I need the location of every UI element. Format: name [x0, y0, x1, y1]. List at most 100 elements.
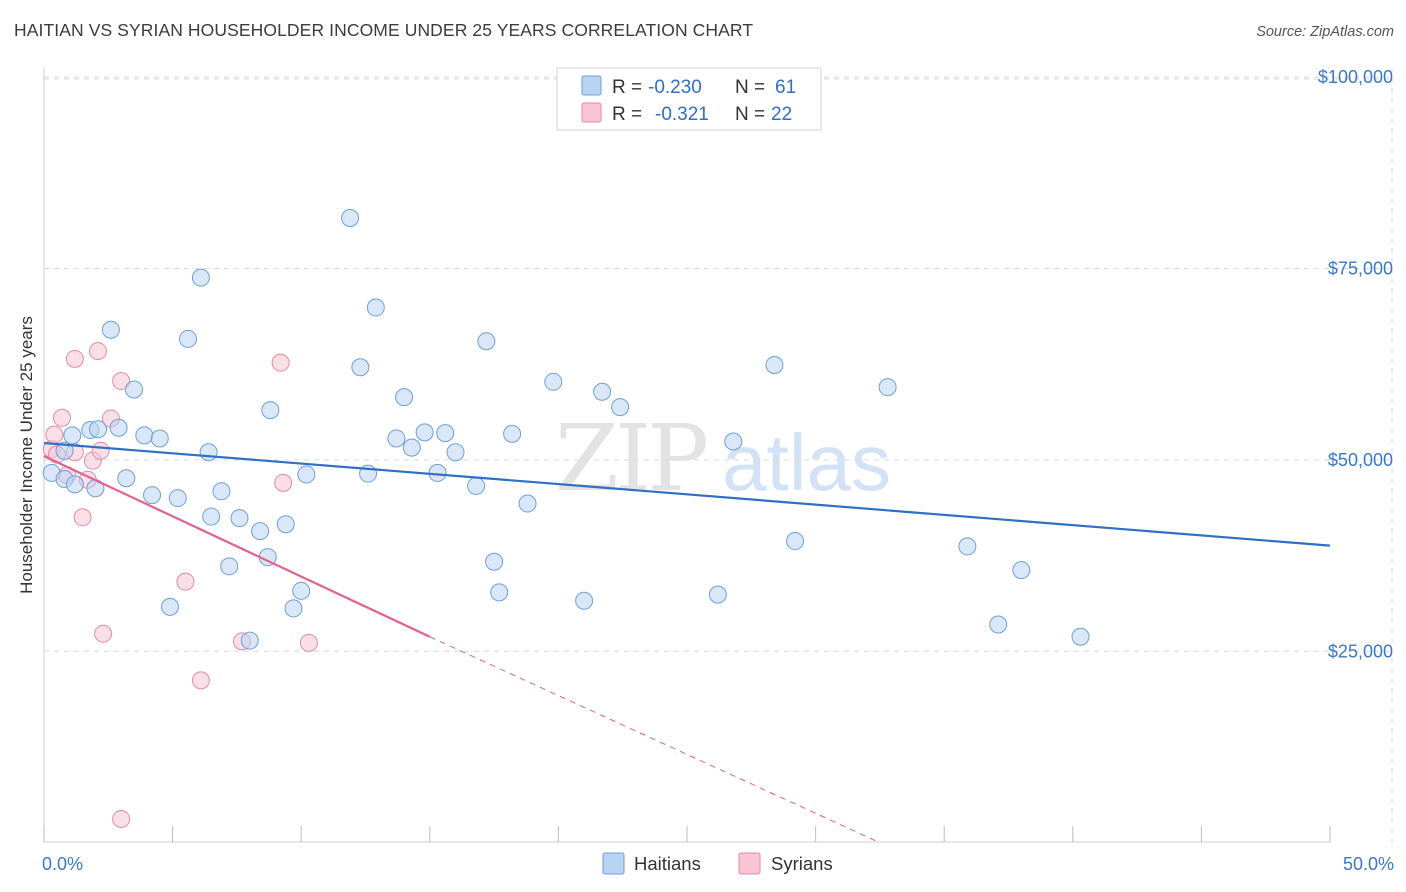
- syrians-point: [176, 572, 195, 591]
- haitians-point: [117, 469, 136, 488]
- haitians-point: [387, 429, 406, 448]
- haitians-point: [989, 615, 1008, 634]
- haitians-point: [341, 208, 360, 227]
- legend-haitians-n-value: 61: [775, 77, 796, 98]
- y-axis-label: Householder Income Under 25 years: [17, 316, 36, 594]
- haitians-points: [42, 208, 1090, 650]
- haitians-point: [179, 329, 198, 348]
- haitians-point: [503, 424, 522, 443]
- haitians-point: [230, 509, 249, 528]
- haitians-point: [351, 358, 370, 377]
- haitians-point: [297, 465, 316, 484]
- correlation-legend: R = -0.230 N = 61 R = -0.321 N = 22: [556, 67, 822, 131]
- haitians-point: [446, 443, 465, 462]
- x-tick-label-min: 0.0%: [42, 854, 83, 874]
- source-credit: Source: ZipAtlas.com: [1256, 24, 1394, 40]
- haitians-point: [284, 599, 303, 618]
- syrians-point: [274, 473, 293, 492]
- haitians-point: [436, 424, 455, 443]
- haitians-point: [202, 507, 221, 526]
- haitians-point: [63, 426, 82, 445]
- bottom-legend-syrians-swatch: [738, 852, 761, 875]
- haitians-point: [89, 420, 108, 439]
- bottom-legend-haitians-swatch: [602, 852, 625, 875]
- y-tick-label: $100,000: [1318, 67, 1393, 87]
- haitians-point: [55, 441, 74, 460]
- syrians-point: [89, 342, 108, 361]
- legend-haitians-n-label: N =: [735, 77, 765, 98]
- bottom-legend-syrians-label: Syrians: [771, 853, 833, 874]
- legend-syrians-swatch: [581, 102, 602, 123]
- haitians-point: [958, 537, 977, 556]
- haitians-point: [1071, 627, 1090, 646]
- haitians-point: [415, 423, 434, 442]
- y-tick-labels: $25,000 $50,000 $75,000 $100,000: [1318, 67, 1393, 661]
- haitians-point: [143, 486, 162, 505]
- haitians-point: [135, 426, 154, 445]
- haitians-point: [1012, 561, 1031, 580]
- haitians-point: [276, 515, 295, 534]
- syrians-point: [271, 353, 290, 372]
- syrians-point: [94, 624, 113, 643]
- haitians-point: [395, 388, 414, 407]
- haitians-point: [593, 382, 612, 401]
- haitians-point: [65, 475, 84, 494]
- y-tick-label: $25,000: [1328, 641, 1393, 661]
- syrians-point: [112, 372, 131, 391]
- syrians-trend-extension: [429, 636, 881, 844]
- haitians-point: [220, 557, 239, 576]
- legend-haitians-swatch: [581, 75, 602, 96]
- haitians-point: [485, 552, 504, 571]
- chart-title: HAITIAN VS SYRIAN HOUSEHOLDER INCOME UND…: [14, 20, 754, 40]
- syrians-point: [45, 425, 64, 444]
- haitians-point: [240, 631, 259, 650]
- syrians-trend-line: [43, 455, 431, 638]
- watermark-atlas: atlas: [722, 418, 891, 507]
- haitians-point: [402, 438, 421, 457]
- y-tick-label: $75,000: [1328, 259, 1393, 279]
- syrians-point: [112, 809, 131, 828]
- legend-haitians-r-label: R =: [612, 77, 642, 98]
- haitians-point: [575, 591, 594, 610]
- haitians-point: [878, 378, 897, 397]
- grid-lines: [44, 68, 1393, 842]
- legend-haitians-r-value: -0.230: [648, 77, 702, 98]
- haitians-point: [477, 332, 496, 351]
- haitians-point: [611, 398, 630, 417]
- syrians-point: [299, 633, 318, 652]
- trend-lines: [43, 441, 1331, 844]
- haitians-point: [786, 532, 805, 551]
- haitians-point: [518, 494, 537, 513]
- haitians-point: [109, 418, 128, 437]
- syrians-point: [65, 349, 84, 368]
- haitians-point: [125, 380, 144, 399]
- bottom-legend-haitians-label: Haitians: [634, 853, 701, 874]
- haitians-point: [366, 298, 385, 317]
- haitians-point: [168, 489, 187, 508]
- legend-syrians-n-value: 22: [771, 104, 792, 125]
- haitians-point: [708, 585, 727, 604]
- syrians-point: [73, 508, 92, 527]
- syrians-point: [191, 671, 210, 690]
- haitians-point: [292, 581, 311, 600]
- x-tick-marks: [43, 826, 1331, 842]
- haitians-point: [261, 401, 280, 420]
- haitians-point: [467, 476, 486, 495]
- syrians-point: [53, 408, 72, 427]
- haitians-point: [490, 583, 509, 602]
- syrians-point: [91, 441, 110, 460]
- haitians-point: [199, 443, 218, 462]
- haitians-point: [191, 268, 210, 287]
- y-tick-label: $50,000: [1328, 450, 1393, 470]
- legend-syrians-n-label: N =: [735, 104, 765, 125]
- watermark-zip: ZIP: [555, 405, 706, 512]
- haitians-point: [101, 320, 120, 339]
- legend-syrians-r-label: R =: [612, 104, 642, 125]
- haitians-point: [251, 522, 270, 541]
- haitians-point: [161, 597, 180, 616]
- haitians-point: [724, 432, 743, 451]
- haitians-point: [212, 482, 231, 501]
- haitians-trend-line: [43, 441, 1331, 547]
- series-legend: Haitians Syrians: [602, 852, 833, 875]
